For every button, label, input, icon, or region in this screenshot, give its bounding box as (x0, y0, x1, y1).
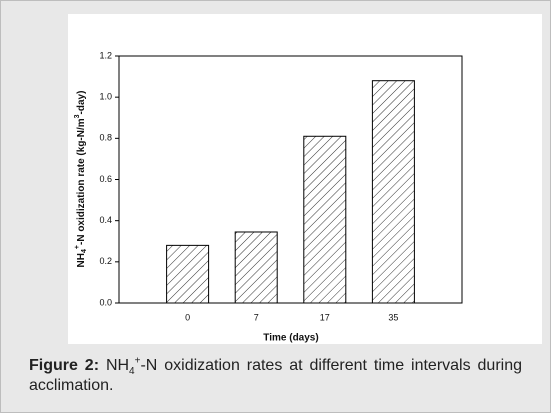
y-title-part: -day) (76, 91, 87, 115)
y-tick-label: 1.0 (99, 92, 112, 102)
x-tick-label: 7 (254, 312, 259, 322)
x-tick-label: 17 (320, 312, 330, 322)
y-title-part: NH (76, 253, 87, 267)
caption: Figure 2: NH4+-N oxidization rates at di… (29, 356, 522, 396)
bar (234, 231, 278, 304)
y-tick-label: 0.2 (99, 256, 112, 266)
y-title-part: -N oxidization rate (kg-N/m (76, 118, 87, 245)
y-title-part: + (74, 245, 81, 249)
y-axis-title: NH4+-N oxidization rate (kg-N/m3-day) (74, 91, 88, 268)
y-title-part: 4 (81, 249, 88, 253)
y-tick-label: 0.4 (99, 215, 112, 225)
caption-part: NH (105, 357, 130, 374)
bar (166, 244, 210, 304)
y-tick-label: 0.8 (99, 133, 112, 143)
caption-part: 4 (129, 366, 135, 378)
x-tick-label: 0 (185, 312, 190, 322)
caption-part: -N oxidization rates at different time i… (29, 357, 522, 394)
chart: NH4+-N oxidization rate (kg-N/m3-day) Ti… (68, 14, 542, 344)
bar (303, 135, 347, 304)
caption-label: Figure 2: (29, 357, 100, 374)
y-tick-label: 1.2 (99, 50, 112, 60)
x-tick-label: 35 (388, 312, 398, 322)
y-tick-label: 0.6 (99, 174, 112, 184)
caption-part: + (134, 355, 141, 367)
y-title-part: 3 (74, 114, 81, 118)
x-axis-title: Time (days) (263, 333, 318, 344)
y-tick-label: 0.0 (99, 297, 112, 307)
bar (371, 80, 415, 304)
